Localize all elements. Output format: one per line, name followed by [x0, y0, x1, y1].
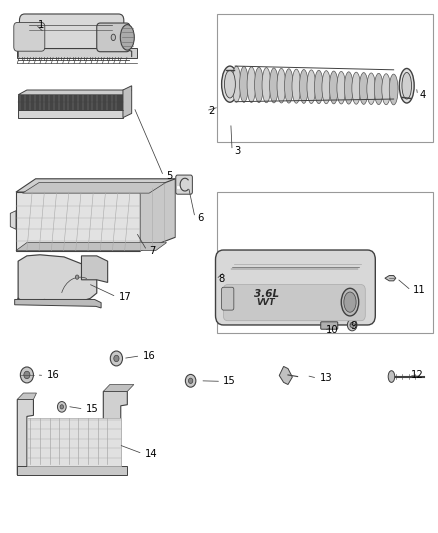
Polygon shape: [11, 211, 16, 229]
Ellipse shape: [285, 69, 293, 103]
Polygon shape: [18, 95, 123, 110]
Ellipse shape: [350, 322, 354, 328]
Ellipse shape: [367, 73, 375, 104]
Text: 15: 15: [86, 404, 99, 414]
FancyBboxPatch shape: [176, 175, 192, 194]
Polygon shape: [18, 110, 123, 118]
Ellipse shape: [60, 405, 64, 409]
Ellipse shape: [337, 71, 346, 104]
Ellipse shape: [399, 68, 414, 103]
Text: 8: 8: [218, 274, 224, 284]
Text: 16: 16: [46, 370, 59, 381]
Polygon shape: [16, 243, 166, 251]
Ellipse shape: [224, 70, 235, 98]
Ellipse shape: [262, 68, 271, 103]
Text: 12: 12: [411, 370, 424, 381]
Ellipse shape: [352, 72, 360, 104]
Ellipse shape: [24, 371, 30, 378]
Text: 10: 10: [326, 325, 339, 335]
Ellipse shape: [185, 374, 196, 387]
Ellipse shape: [222, 66, 238, 102]
Bar: [217, 192, 433, 333]
FancyBboxPatch shape: [223, 285, 365, 321]
Polygon shape: [17, 466, 127, 475]
Text: 3: 3: [234, 146, 240, 156]
Ellipse shape: [344, 292, 356, 312]
Ellipse shape: [344, 72, 353, 104]
FancyBboxPatch shape: [222, 287, 234, 310]
FancyBboxPatch shape: [97, 23, 130, 52]
Text: 2: 2: [208, 106, 215, 116]
Polygon shape: [279, 367, 292, 384]
Ellipse shape: [120, 25, 134, 50]
Ellipse shape: [382, 74, 391, 104]
Text: 5: 5: [166, 171, 172, 181]
Text: 11: 11: [413, 286, 426, 295]
Polygon shape: [27, 418, 121, 466]
Ellipse shape: [322, 71, 331, 104]
Text: 13: 13: [319, 373, 332, 383]
Polygon shape: [103, 384, 134, 391]
Ellipse shape: [114, 356, 119, 362]
Text: 1: 1: [38, 20, 44, 30]
FancyBboxPatch shape: [19, 14, 124, 56]
Text: 9: 9: [350, 321, 357, 331]
Ellipse shape: [111, 34, 116, 41]
Text: 14: 14: [145, 449, 157, 458]
Ellipse shape: [232, 66, 241, 102]
Polygon shape: [16, 179, 175, 192]
Ellipse shape: [20, 367, 33, 383]
Ellipse shape: [75, 275, 79, 279]
Bar: [217, 14, 433, 142]
Text: 6: 6: [197, 213, 204, 223]
Ellipse shape: [314, 70, 323, 103]
Ellipse shape: [359, 72, 368, 104]
FancyBboxPatch shape: [17, 48, 138, 58]
Ellipse shape: [240, 67, 248, 102]
Text: VVT: VVT: [257, 298, 276, 307]
Text: 3.6L: 3.6L: [254, 289, 279, 299]
Polygon shape: [385, 276, 396, 281]
FancyBboxPatch shape: [215, 250, 375, 325]
Ellipse shape: [277, 68, 286, 103]
Polygon shape: [18, 49, 132, 56]
FancyBboxPatch shape: [321, 322, 338, 329]
Polygon shape: [22, 182, 166, 193]
Ellipse shape: [269, 68, 278, 103]
Ellipse shape: [374, 74, 383, 104]
Ellipse shape: [247, 67, 256, 102]
Ellipse shape: [347, 319, 357, 331]
Text: 17: 17: [119, 292, 131, 302]
Ellipse shape: [188, 378, 193, 383]
Polygon shape: [18, 90, 132, 95]
Ellipse shape: [300, 69, 308, 103]
Ellipse shape: [388, 370, 395, 382]
Ellipse shape: [389, 74, 398, 105]
Polygon shape: [123, 86, 132, 118]
Polygon shape: [18, 255, 97, 304]
Text: 7: 7: [149, 246, 155, 255]
Ellipse shape: [307, 70, 316, 103]
Ellipse shape: [402, 72, 412, 99]
Polygon shape: [81, 256, 108, 282]
Ellipse shape: [110, 351, 123, 366]
Text: 16: 16: [143, 351, 155, 361]
Polygon shape: [17, 393, 36, 399]
Text: 4: 4: [420, 90, 426, 100]
Ellipse shape: [57, 401, 66, 412]
Ellipse shape: [341, 288, 359, 316]
Polygon shape: [16, 192, 141, 251]
FancyBboxPatch shape: [14, 22, 45, 51]
Ellipse shape: [254, 67, 263, 103]
Polygon shape: [103, 391, 127, 475]
Ellipse shape: [292, 69, 301, 103]
Text: 15: 15: [223, 376, 236, 386]
Ellipse shape: [329, 71, 338, 104]
Polygon shape: [141, 179, 175, 251]
Polygon shape: [17, 399, 33, 475]
Polygon shape: [14, 300, 101, 308]
